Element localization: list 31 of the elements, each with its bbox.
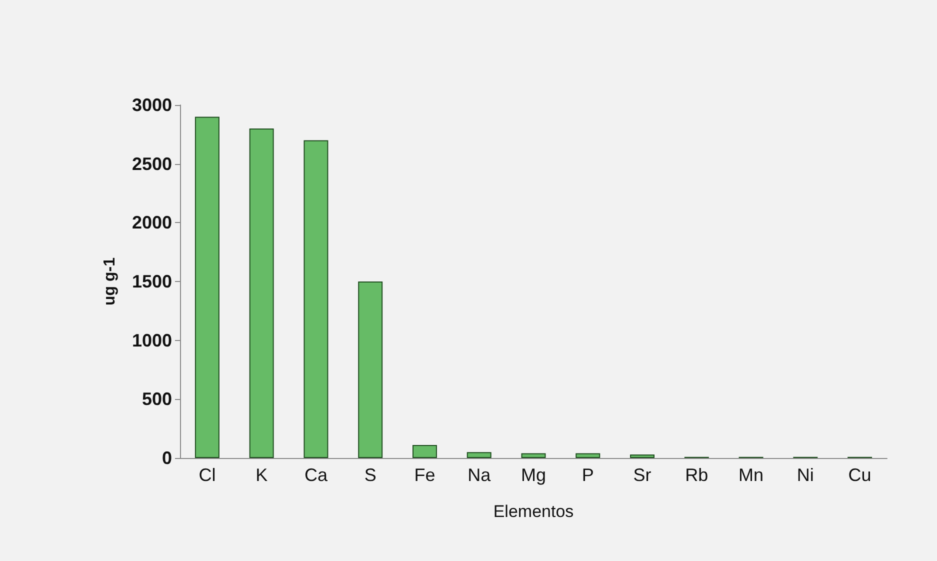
x-tick-label: Na bbox=[468, 465, 492, 485]
bar bbox=[194, 116, 220, 458]
y-axis-title: ug g-1 bbox=[102, 257, 118, 306]
bar bbox=[304, 140, 328, 458]
x-tick-label: Ca bbox=[304, 465, 328, 485]
y-tick-label: 2000 bbox=[132, 212, 172, 233]
x-tick-label: Rb bbox=[685, 465, 708, 485]
y-tick-label: 3000 bbox=[132, 95, 172, 115]
x-tick-label: Ni bbox=[796, 465, 814, 485]
y-tick-label: 2500 bbox=[132, 154, 172, 174]
y-tick-label: 1500 bbox=[132, 272, 172, 292]
x-tick-label: Fe bbox=[414, 465, 436, 485]
y-tick-label: 1000 bbox=[132, 330, 172, 350]
x-axis-title: Elementos bbox=[493, 502, 574, 521]
x-tick-label: Sr bbox=[633, 465, 652, 485]
bar bbox=[576, 453, 600, 458]
x-tick-label: K bbox=[256, 465, 268, 485]
x-tick-label: S bbox=[364, 465, 376, 485]
bar bbox=[358, 282, 383, 458]
bar bbox=[521, 453, 546, 458]
y-tick-label: 0 bbox=[162, 448, 172, 468]
x-tick-label: Cu bbox=[848, 465, 872, 485]
x-tick-label: P bbox=[582, 465, 594, 485]
bar bbox=[466, 452, 492, 458]
y-tick-label: 500 bbox=[142, 389, 172, 410]
bar bbox=[630, 454, 655, 458]
x-tick-label: Mg bbox=[520, 465, 546, 485]
x-tick-label: Mn bbox=[738, 465, 764, 485]
x-tick-label: Cl bbox=[198, 465, 216, 485]
bar bbox=[249, 128, 274, 458]
bar bbox=[412, 445, 437, 458]
